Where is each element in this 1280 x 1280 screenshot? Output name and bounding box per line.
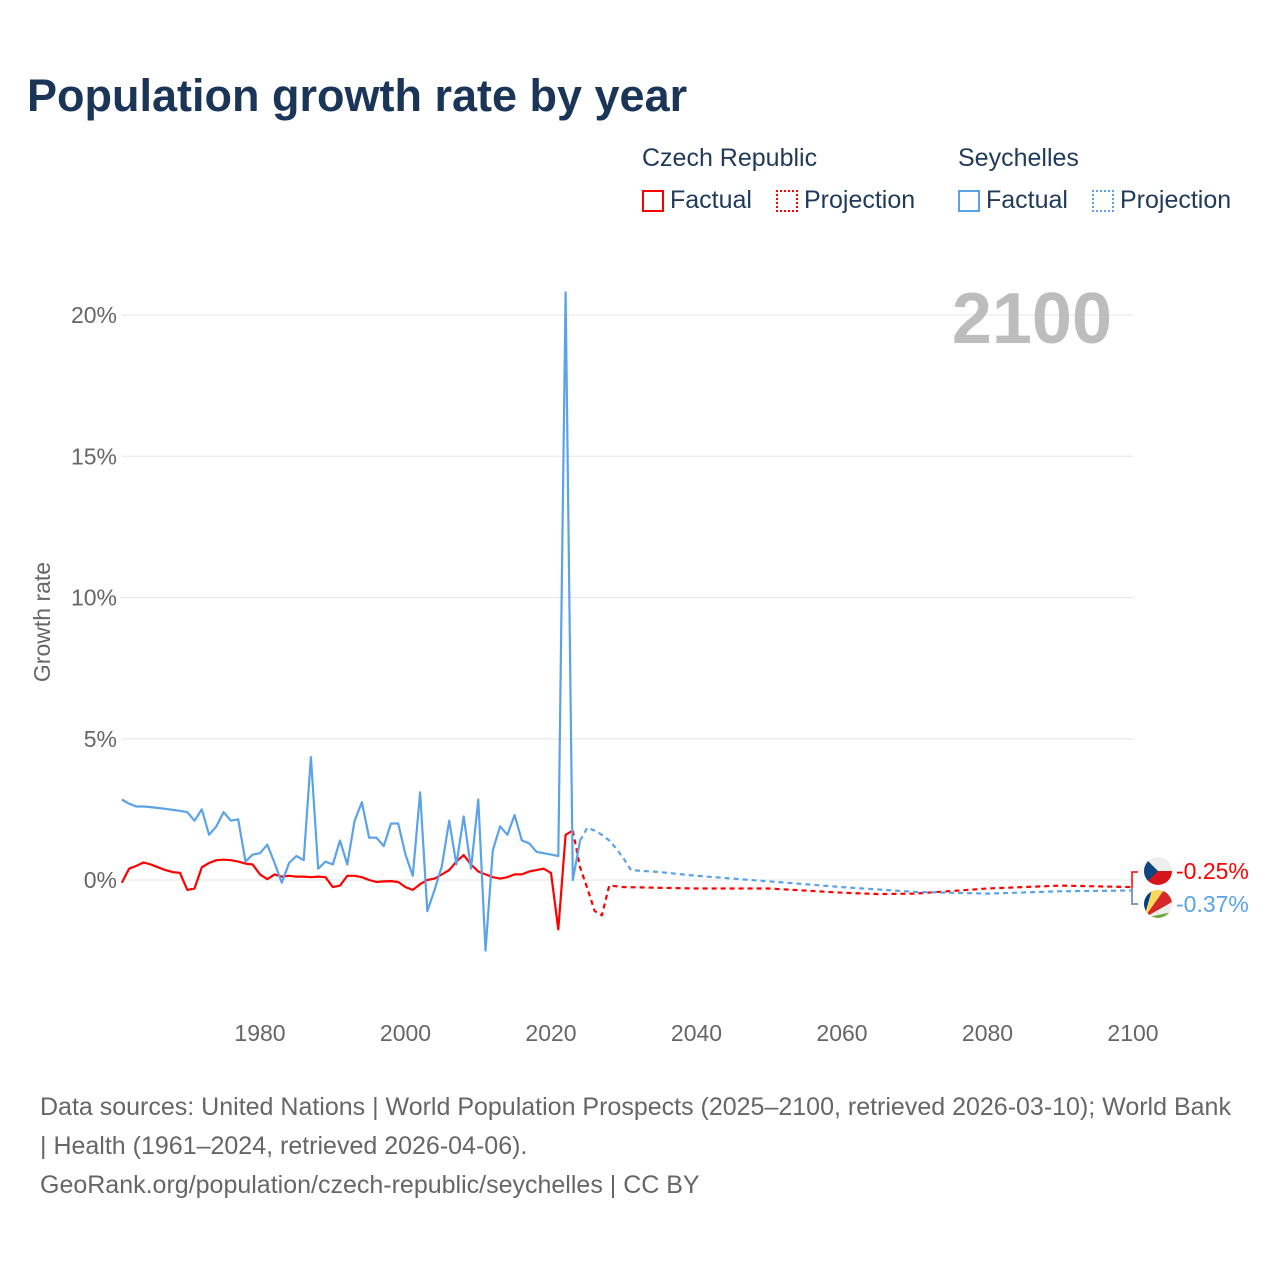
- legend-seychelles-projection[interactable]: Projection: [1092, 186, 1231, 215]
- series-line-seychelles-factual: [121, 291, 582, 952]
- legend-group-czech: Czech Republic: [642, 144, 818, 172]
- legend-czech-projection[interactable]: Projection: [776, 186, 915, 215]
- x-tick-label: 1980: [234, 1020, 285, 1046]
- x-tick-label: 2000: [380, 1020, 431, 1046]
- legend-swatch-dotted-icon: [776, 189, 798, 212]
- source-link[interactable]: GeoRank.org/population/czech-republic/se…: [40, 1171, 700, 1199]
- x-tick-label: 2100: [1107, 1020, 1158, 1046]
- legend-swatch-solid-icon: [958, 189, 980, 212]
- legend-czech-factual[interactable]: Factual: [642, 186, 752, 215]
- end-label-seychelles: -0.37%: [1176, 891, 1249, 917]
- series-line-seychelles-projection: [579, 826, 1134, 895]
- series-line-czech-republic-factual: [120, 829, 574, 931]
- y-tick-label: 0%: [84, 867, 117, 893]
- legend-swatch-solid-icon: [642, 189, 664, 212]
- y-tick-label: 15%: [71, 443, 117, 469]
- legend-label: Factual: [986, 186, 1068, 214]
- legend-label: Factual: [670, 186, 752, 214]
- legend-seychelles-factual[interactable]: Factual: [958, 186, 1068, 215]
- x-tick-label: 2020: [525, 1020, 576, 1046]
- x-tick-label: 2060: [816, 1020, 867, 1046]
- end-bracket-czech: [1131, 871, 1138, 905]
- x-tick-label: 2080: [962, 1020, 1013, 1046]
- legend-group-seychelles: Seychelles: [958, 144, 1079, 172]
- y-tick-label: 5%: [84, 726, 117, 752]
- series-line-czech-republic-projection: [571, 830, 1134, 917]
- data-sources: Data sources: United Nations | World Pop…: [40, 1093, 1231, 1160]
- legend-label: Projection: [1120, 186, 1232, 214]
- end-label-czech: -0.25%: [1176, 858, 1249, 884]
- czech-flag-icon: [1144, 857, 1172, 885]
- year-label: 2100: [952, 279, 1112, 359]
- y-tick-label: 20%: [71, 302, 117, 328]
- y-axis-label: Growth rate: [29, 562, 55, 682]
- chart-title: Population growth rate by year: [27, 70, 688, 121]
- legend-swatch-dotted-icon: [1092, 189, 1114, 212]
- footer: Data sources: United Nations | World Pop…: [40, 1088, 1240, 1205]
- legend-label: Projection: [804, 186, 916, 214]
- seychelles-flag-icon: [1144, 890, 1172, 918]
- y-tick-label: 10%: [71, 585, 117, 611]
- x-tick-label: 2040: [671, 1020, 722, 1046]
- line-chart: 0% 5% 10% 15% 20% 1980 2000 2020 2040 2060 2080 210…: [29, 279, 1249, 1046]
- end-bracket-seychelles: [1131, 888, 1138, 905]
